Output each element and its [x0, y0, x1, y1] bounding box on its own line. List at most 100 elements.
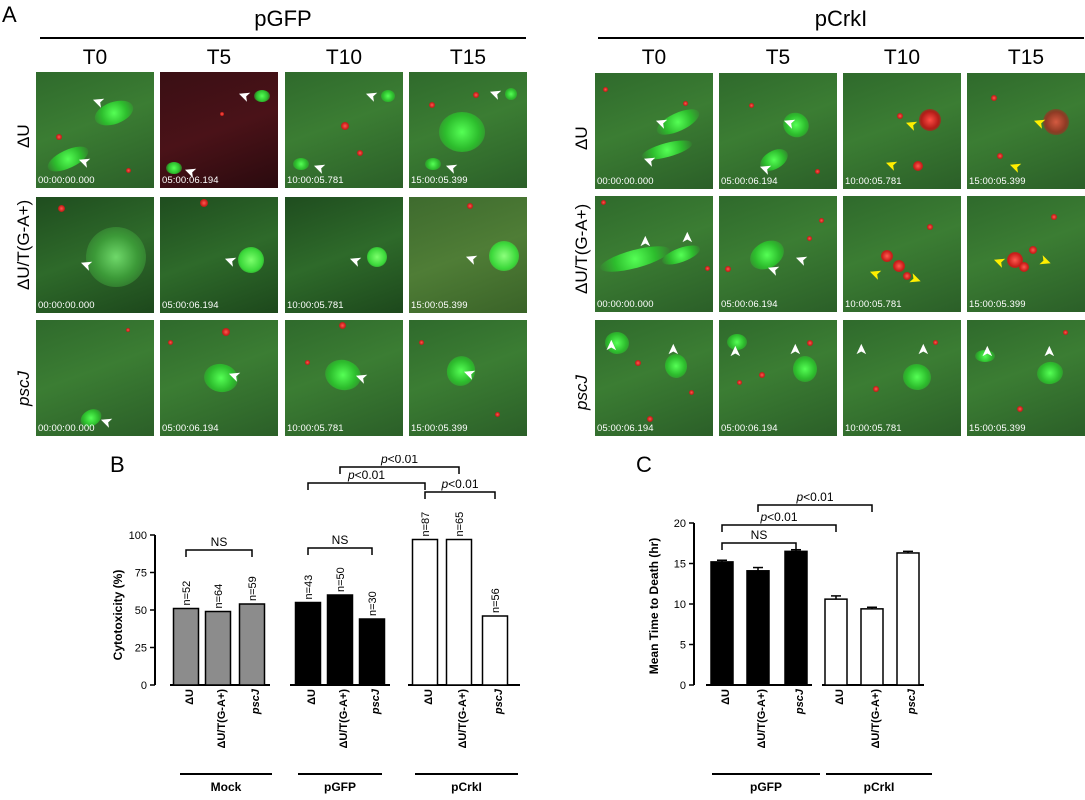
comparison-label: p<0.01: [759, 510, 797, 524]
bar: [710, 561, 734, 686]
bacteria-dot: [305, 360, 310, 365]
bacteria-dot: [467, 203, 473, 209]
timestamp: 10:00:05.781: [845, 423, 902, 434]
category-label: ΔU: [184, 689, 196, 705]
comparison-label: p<0.01: [795, 490, 833, 504]
pcrkl-row-label: ΔU/T(G-A+): [572, 203, 591, 294]
white-arrowhead-icon: ➤: [678, 231, 696, 244]
comparison-label: NS: [751, 528, 768, 542]
y-axis-label: Mean Time to Death (hr): [647, 538, 661, 674]
bacteria-dot: [749, 103, 754, 108]
pgfp-tile: ➤ 05:00:06.194: [160, 320, 278, 436]
white-arrowhead-icon: ➤: [486, 83, 505, 104]
y-tick-label: 20: [674, 518, 686, 530]
cytotoxicity-chart: 0 25 50 75 100 Cytotoxicity (%) n=52 ΔU n=64 ΔU/T…: [111, 455, 520, 794]
timestamp: 05:00:06.194: [162, 423, 219, 434]
bacteria-dot: [807, 236, 812, 241]
pcrkl-row-label: ΔU: [572, 126, 591, 150]
y-tick-label: 5: [680, 640, 686, 652]
bar: [746, 570, 770, 686]
n-label: n=50: [335, 567, 347, 592]
white-arrowhead-icon: ➤: [462, 248, 481, 269]
white-arrowhead-icon: ➤: [310, 157, 329, 178]
group-label: pCrkI: [451, 780, 482, 794]
timestamp: 00:00:00.000: [38, 175, 95, 186]
bacteria-dot: [473, 92, 479, 98]
white-arrowhead-icon: ➤: [221, 250, 240, 271]
bacteria-dot: [927, 224, 933, 230]
bar: [358, 618, 386, 686]
category-label: ΔU: [423, 689, 435, 705]
pgfp-tile: ➤ 15:00:05.399: [409, 320, 527, 436]
white-arrowhead-icon: ➤: [442, 157, 461, 178]
bacteria-dot: [495, 412, 500, 417]
white-arrowhead-icon: ➤: [602, 339, 620, 352]
category-label: ΔU/T(G-A+): [338, 689, 350, 749]
n-label: n=59: [247, 576, 259, 601]
n-label: n=65: [454, 512, 466, 537]
timestamp: 15:00:05.399: [969, 423, 1026, 434]
bacteria-dot: [58, 205, 65, 212]
comparison-bracket: [721, 524, 837, 532]
white-arrowhead-icon: ➤: [664, 343, 682, 356]
category-label: ΔU/T(G-A+): [756, 689, 768, 749]
pgfp-group-title: pGFP: [254, 6, 312, 31]
gfp-cell: [489, 241, 519, 271]
bacteria-dot: [759, 372, 765, 378]
gfp-cell: [367, 247, 387, 267]
pcrkl-tile: ➤ ➤ 10:00:05.781: [843, 196, 961, 312]
bacteria-dot: [807, 340, 813, 346]
comparison-bracket: [757, 504, 873, 512]
pcrkl-group-title: pCrkI: [814, 6, 868, 31]
bacteria-dot: [705, 266, 710, 271]
gfp-cell: [381, 90, 395, 102]
bacteria-dot: [341, 122, 349, 130]
pgfp-tile: ➤ ➤ 15:00:05.399: [409, 72, 527, 188]
bacteria-dot: [1019, 262, 1029, 272]
category-label: pscJ: [493, 688, 505, 715]
white-arrowhead-icon: ➤: [978, 345, 996, 358]
bacteria-dot: [725, 266, 731, 272]
pgfp-col-label: T0: [82, 46, 108, 69]
pgfp-col-label: T15: [449, 46, 487, 69]
gfp-cell: [793, 356, 817, 382]
n-label: n=30: [367, 591, 379, 616]
group-label: pGFP: [324, 780, 356, 794]
bar: [326, 594, 354, 686]
pcrkl-tile: ➤ ➤ 05:00:06.194: [595, 320, 713, 436]
gfp-cell: [900, 361, 934, 393]
bacteria-dot: [1017, 406, 1023, 412]
pcrkl-col-label: T15: [1007, 46, 1045, 69]
timestamp: 10:00:05.781: [287, 300, 344, 311]
bacteria-dot: [893, 260, 905, 272]
bar: [860, 608, 884, 686]
timestamp: 05:00:06.194: [597, 423, 654, 434]
pcrkl-group-rule: [598, 37, 1084, 39]
bacteria-dot: [991, 95, 997, 101]
category-label: pscJ: [250, 688, 262, 715]
gfp-cell: [166, 162, 182, 174]
bacteria-dot: [56, 134, 62, 140]
bacteria-dot: [647, 416, 653, 422]
bacteria-dot: [200, 199, 208, 207]
timestamp: 00:00:00.000: [597, 299, 654, 310]
comparison-label: NS: [211, 535, 228, 549]
pcrkl-tile: ➤ ➤ 10:00:05.781: [843, 73, 961, 189]
timestamp: 10:00:05.781: [845, 176, 902, 187]
category-label: ΔU: [834, 689, 846, 705]
pgfp-tile: ➤ 00:00:00.000: [36, 320, 154, 436]
category-label: ΔU/T(G-A+): [216, 689, 228, 749]
pcrkl-col-label: T10: [883, 46, 921, 69]
white-arrowhead-icon: ➤: [1040, 345, 1058, 358]
bacteria-dot: [601, 200, 606, 205]
gfp-cell: [919, 109, 941, 131]
bacteria-dot: [873, 386, 879, 392]
white-arrowhead-icon: ➤: [636, 235, 654, 248]
gfp-cell: [505, 88, 517, 100]
pcrkl-tile: ➤ ➤ 05:00:06.194: [719, 320, 837, 436]
timestamp: 10:00:05.781: [845, 299, 902, 310]
bacteria-dot: [683, 101, 688, 106]
pgfp-col-label: T5: [206, 46, 232, 69]
timestamp: 10:00:05.781: [287, 423, 344, 434]
white-arrowhead-icon: ➤: [786, 343, 804, 356]
